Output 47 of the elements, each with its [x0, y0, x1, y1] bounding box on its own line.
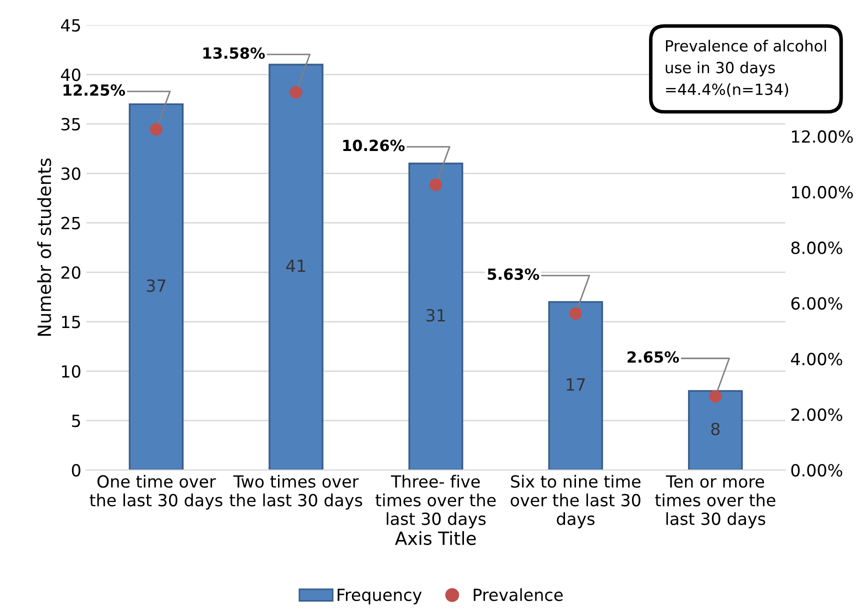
- data-label: 8: [711, 422, 720, 436]
- x-axis-title: Axis Title: [395, 531, 476, 546]
- y-tick-label: 0: [72, 464, 80, 477]
- data-label: 37: [146, 279, 166, 292]
- y2-tick-label: 0.00%: [791, 464, 842, 477]
- data-label: 41: [286, 260, 306, 272]
- y-tick-label: 35: [62, 118, 80, 131]
- y-axis-title: Numebr of students: [37, 158, 52, 336]
- x-tick-label: Two times over the last 30 days: [230, 474, 362, 510]
- x-tick-label: One time over the last 30 days: [90, 474, 222, 510]
- y-tick-label: 40: [61, 68, 80, 82]
- point: [569, 307, 582, 320]
- data-label: 2.65%: [628, 351, 679, 363]
- bar: [548, 301, 604, 470]
- y-tick-label: 15: [62, 316, 80, 328]
- bar: [268, 64, 324, 470]
- point: [709, 390, 722, 403]
- legend-label: Prevalence: [474, 588, 563, 602]
- y2-tick-label: 10.00%: [792, 186, 853, 199]
- y-tick-label: 5: [72, 414, 80, 428]
- legend-label: Frequency: [338, 588, 422, 604]
- x-tick-label: Ten or more times over the last 30 days: [655, 475, 776, 528]
- data-label: 13.58%: [203, 47, 265, 59]
- y-tick-label: 45: [61, 19, 80, 32]
- point: [150, 123, 162, 136]
- y-tick-label: 10: [62, 365, 80, 378]
- data-label: 12.25%: [64, 84, 126, 96]
- data-label: 17: [566, 378, 585, 391]
- y2-tick-label: 12.00%: [792, 130, 853, 143]
- y-tick-label: 30: [62, 167, 80, 180]
- point: [430, 178, 442, 191]
- data-label: 10.26%: [343, 140, 405, 152]
- bar: [408, 162, 464, 470]
- annotation: Prevalence of alcohol use in 30 days =44.4%(n=134): [666, 40, 826, 97]
- y2-tick-label: 8.00%: [791, 242, 842, 254]
- y2-tick-label: 2.00%: [791, 408, 842, 421]
- x-tick-label: Three- five times over the last 30 days: [376, 474, 496, 528]
- data-label: 31: [426, 308, 445, 322]
- y2-tick-label: 4.00%: [791, 352, 842, 366]
- y2-tick-label: 6.00%: [791, 297, 842, 310]
- bar: [128, 103, 184, 470]
- y-tick-label: 20: [61, 266, 80, 279]
- y-tick-label: 25: [61, 216, 80, 230]
- bar: [688, 390, 743, 470]
- x-tick-label: Six to nine time over the last 30 days: [510, 474, 640, 528]
- data-label: 5.63%: [488, 268, 540, 280]
- point: [290, 86, 302, 99]
